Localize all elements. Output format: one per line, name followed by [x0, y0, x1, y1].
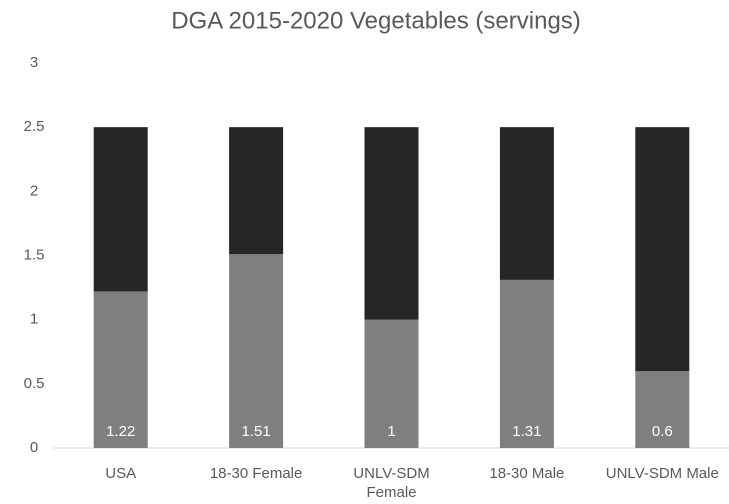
y-tick-label: 2: [30, 182, 38, 199]
x-tick-label: USA: [105, 465, 137, 482]
x-tick-label: UNLV-SDM Male: [605, 465, 719, 482]
x-tick-label: UNLV-SDM Female: [353, 465, 430, 501]
bar-segment: [364, 319, 419, 448]
bar-segment: [635, 371, 690, 448]
bar-segment: [93, 127, 148, 292]
bar-segment: [635, 127, 690, 372]
y-tick-label: 1.5: [24, 246, 45, 263]
y-tick-label: 2.5: [24, 118, 45, 135]
y-tick-label: 0.5: [24, 375, 45, 392]
chart-title: DGA 2015-2020 Vegetables (servings): [171, 7, 581, 34]
bar-segment: [229, 127, 284, 255]
data-label: 1.31: [512, 423, 541, 440]
bar-segment: [93, 291, 148, 448]
bar-segment: [499, 279, 554, 448]
data-label: 1.22: [106, 423, 135, 440]
bar-segment: [364, 127, 419, 320]
x-tick-label: 18-30 Female: [209, 465, 303, 482]
bar-segment: [499, 127, 554, 280]
y-tick-label: 0: [30, 439, 38, 456]
x-tick-label: 18-30 Male: [489, 465, 565, 482]
data-label: 1: [387, 423, 395, 440]
y-tick-label: 3: [30, 54, 38, 71]
bar-segment: [229, 254, 284, 448]
data-label: 1.51: [241, 423, 270, 440]
data-label: 0.6: [652, 423, 673, 440]
y-tick-label: 1: [30, 311, 38, 328]
